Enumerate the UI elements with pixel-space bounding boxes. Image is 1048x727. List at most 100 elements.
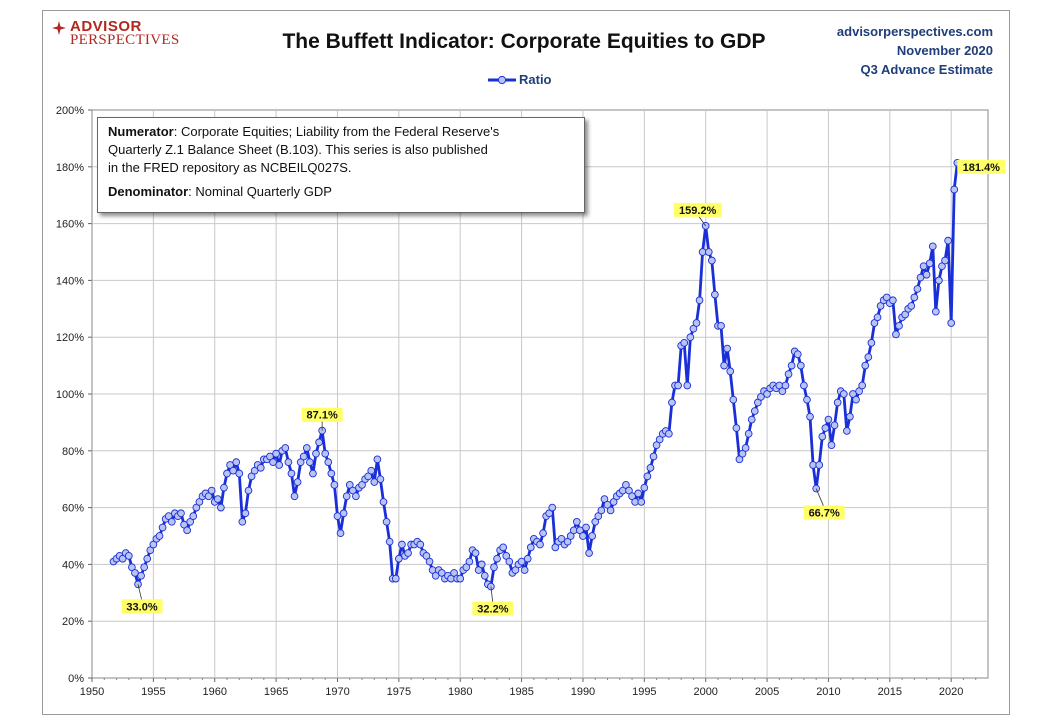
data-point xyxy=(649,452,658,461)
data-point xyxy=(189,512,198,520)
data-point xyxy=(229,466,238,475)
x-tick-label: 1965 xyxy=(264,686,288,698)
data-point xyxy=(704,248,713,256)
data-point xyxy=(668,398,676,407)
data-point xyxy=(293,478,302,486)
data-point xyxy=(339,509,348,518)
x-tick-label: 1960 xyxy=(202,686,226,698)
data-point xyxy=(803,395,811,404)
data-point xyxy=(183,526,191,535)
data-point xyxy=(781,381,790,390)
data-point xyxy=(588,532,597,540)
data-point xyxy=(637,498,646,506)
data-point xyxy=(579,532,587,540)
data-point xyxy=(404,549,412,557)
data-point xyxy=(695,296,704,305)
data-point xyxy=(750,407,759,415)
data-point xyxy=(220,483,228,492)
data-point xyxy=(309,469,317,478)
data-point xyxy=(572,517,581,526)
data-point xyxy=(674,381,682,390)
callout-label: 181.4% xyxy=(963,162,1001,174)
data-point xyxy=(398,540,406,549)
data-point xyxy=(812,484,821,493)
data-point xyxy=(916,273,925,282)
y-tick-label: 100% xyxy=(56,389,84,401)
data-point xyxy=(520,566,529,574)
data-point xyxy=(137,571,145,580)
data-point xyxy=(272,449,280,458)
data-point xyxy=(931,307,940,316)
data-point xyxy=(456,574,465,583)
data-point xyxy=(787,361,796,370)
data-point xyxy=(692,319,701,327)
data-point xyxy=(944,236,952,245)
data-point xyxy=(217,503,225,512)
data-point xyxy=(707,256,716,265)
callout-label: 87.1% xyxy=(307,410,338,422)
data-point xyxy=(352,492,360,501)
callout-label: 33.0% xyxy=(126,601,157,613)
data-point xyxy=(207,486,216,495)
data-point xyxy=(640,483,649,492)
x-tick-label: 1955 xyxy=(141,686,165,698)
data-point xyxy=(315,438,323,447)
source-block: advisorperspectives.com November 2020 Q3… xyxy=(837,22,993,79)
data-point xyxy=(505,557,514,566)
data-point xyxy=(793,350,802,359)
y-tick-label: 120% xyxy=(56,332,84,344)
data-point xyxy=(330,481,339,489)
data-point xyxy=(821,424,830,432)
data-point xyxy=(167,517,176,526)
data-point xyxy=(526,543,535,552)
x-tick-label: 2005 xyxy=(755,686,779,698)
callout-leader xyxy=(490,586,494,604)
callout-label: 32.2% xyxy=(477,604,508,616)
data-point xyxy=(290,492,299,501)
data-point xyxy=(256,463,265,472)
data-point xyxy=(597,506,606,515)
logo-line1: ADVISOR xyxy=(70,18,142,35)
callout-leader xyxy=(815,488,825,508)
data-point xyxy=(907,302,916,310)
numerator-line2: Quarterly Z.1 Balance Sheet (B.103). Thi… xyxy=(108,142,488,157)
data-point xyxy=(321,449,330,458)
data-point xyxy=(232,458,241,467)
data-point xyxy=(306,458,314,467)
x-tick-label: 1985 xyxy=(509,686,533,698)
data-point xyxy=(867,339,876,347)
data-point xyxy=(213,495,222,503)
callout-box xyxy=(803,505,845,520)
data-point xyxy=(701,222,710,230)
data-point xyxy=(741,444,750,452)
denominator-line: Denominator: Nominal Quarterly GDP xyxy=(108,183,574,201)
data-point xyxy=(842,427,851,435)
data-point xyxy=(499,543,508,552)
data-point xyxy=(269,458,277,467)
data-point xyxy=(839,390,848,398)
data-point xyxy=(342,492,351,501)
data-point xyxy=(493,554,501,563)
data-point xyxy=(379,498,388,506)
data-point xyxy=(385,537,394,546)
data-point xyxy=(177,509,185,518)
compass-star-icon xyxy=(52,21,66,35)
site-url: advisorperspectives.com xyxy=(836,24,993,39)
y-tick-label: 20% xyxy=(62,616,84,628)
data-point xyxy=(490,563,498,572)
data-point xyxy=(873,313,882,322)
data-point xyxy=(244,486,253,495)
numerator-text-1: : Corporate Equities; Liability from the… xyxy=(173,124,500,139)
data-point xyxy=(416,540,425,549)
callout-label: 159.2% xyxy=(679,205,717,217)
callout-box xyxy=(472,601,514,616)
data-point xyxy=(852,395,860,404)
x-tick-label: 1975 xyxy=(387,686,411,698)
data-point xyxy=(391,574,400,583)
data-point xyxy=(846,412,854,421)
data-point xyxy=(336,529,345,538)
data-point xyxy=(800,381,808,390)
data-point xyxy=(711,290,719,299)
data-point xyxy=(665,429,673,438)
data-point xyxy=(394,554,403,563)
